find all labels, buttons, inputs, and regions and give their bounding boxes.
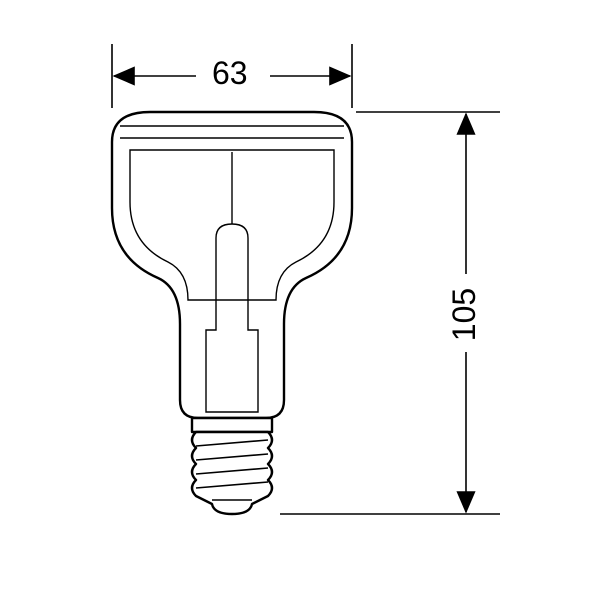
screw-base: [192, 418, 272, 514]
dimension-drawing: [0, 0, 600, 600]
height-value: 105: [446, 288, 483, 341]
drawing-stage: 63 105: [0, 0, 600, 600]
width-value: 63: [212, 55, 248, 92]
